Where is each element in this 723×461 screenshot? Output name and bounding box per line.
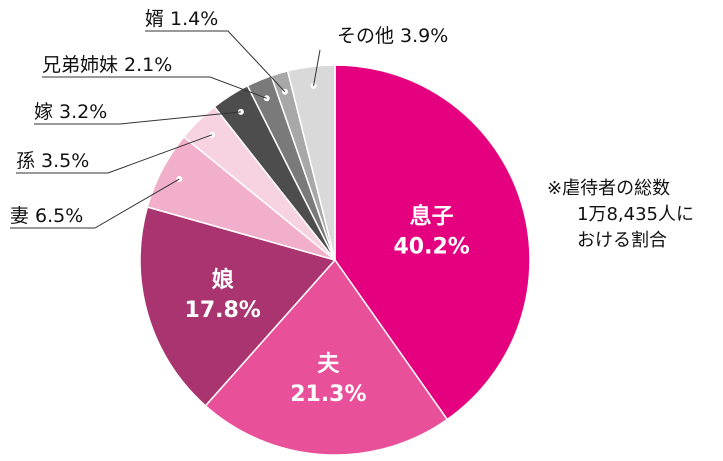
- slice-outer-label: 妻 6.5%: [10, 205, 83, 227]
- slice-outer-label: 嫁 3.2%: [34, 101, 107, 123]
- note-line-3: おける割合: [577, 230, 667, 251]
- slice-outer-label: 婿 1.4%: [145, 8, 218, 30]
- pie-slice-1: [334, 64, 531, 421]
- leader-line: [34, 111, 241, 125]
- slice-outer-label: 兄弟姉妹 2.1%: [42, 54, 172, 76]
- slice-outer-label: 孫 3.5%: [16, 150, 89, 172]
- slice-percent-label: 17.8%: [185, 298, 261, 323]
- labels-layer: 息子 40.2% 夫 21.3% 娘 17.8% 妻 6.5% 孫 3.5% 嫁 3.2% 兄弟姉…: [10, 8, 470, 407]
- leader-line: [145, 30, 286, 93]
- leader-line: [16, 134, 213, 174]
- slices-layer: [139, 64, 531, 456]
- note-annotation: ※虐待者の総数 1万8,435人に おける割合: [547, 176, 717, 254]
- pie-slice-2: [204, 258, 449, 456]
- slice-category-label: 息子: [410, 203, 454, 229]
- slice-category-label: 夫: [317, 352, 340, 377]
- slice-outer-label: その他 3.9%: [337, 25, 448, 47]
- note-line-1: ※虐待者の総数: [547, 178, 671, 199]
- slice-percent-label: 40.2%: [394, 234, 470, 259]
- note-line-2: 1万8,435人に: [577, 204, 694, 225]
- pie-slice-3: [139, 206, 337, 407]
- slice-percent-label: 21.3%: [290, 382, 366, 407]
- pie-slice-9: [286, 64, 336, 261]
- leader-lines: [10, 30, 321, 229]
- slice-category-label: 娘: [212, 267, 234, 293]
- leader-line: [10, 178, 180, 229]
- leader-line: [313, 49, 321, 86]
- leader-line: [42, 76, 267, 99]
